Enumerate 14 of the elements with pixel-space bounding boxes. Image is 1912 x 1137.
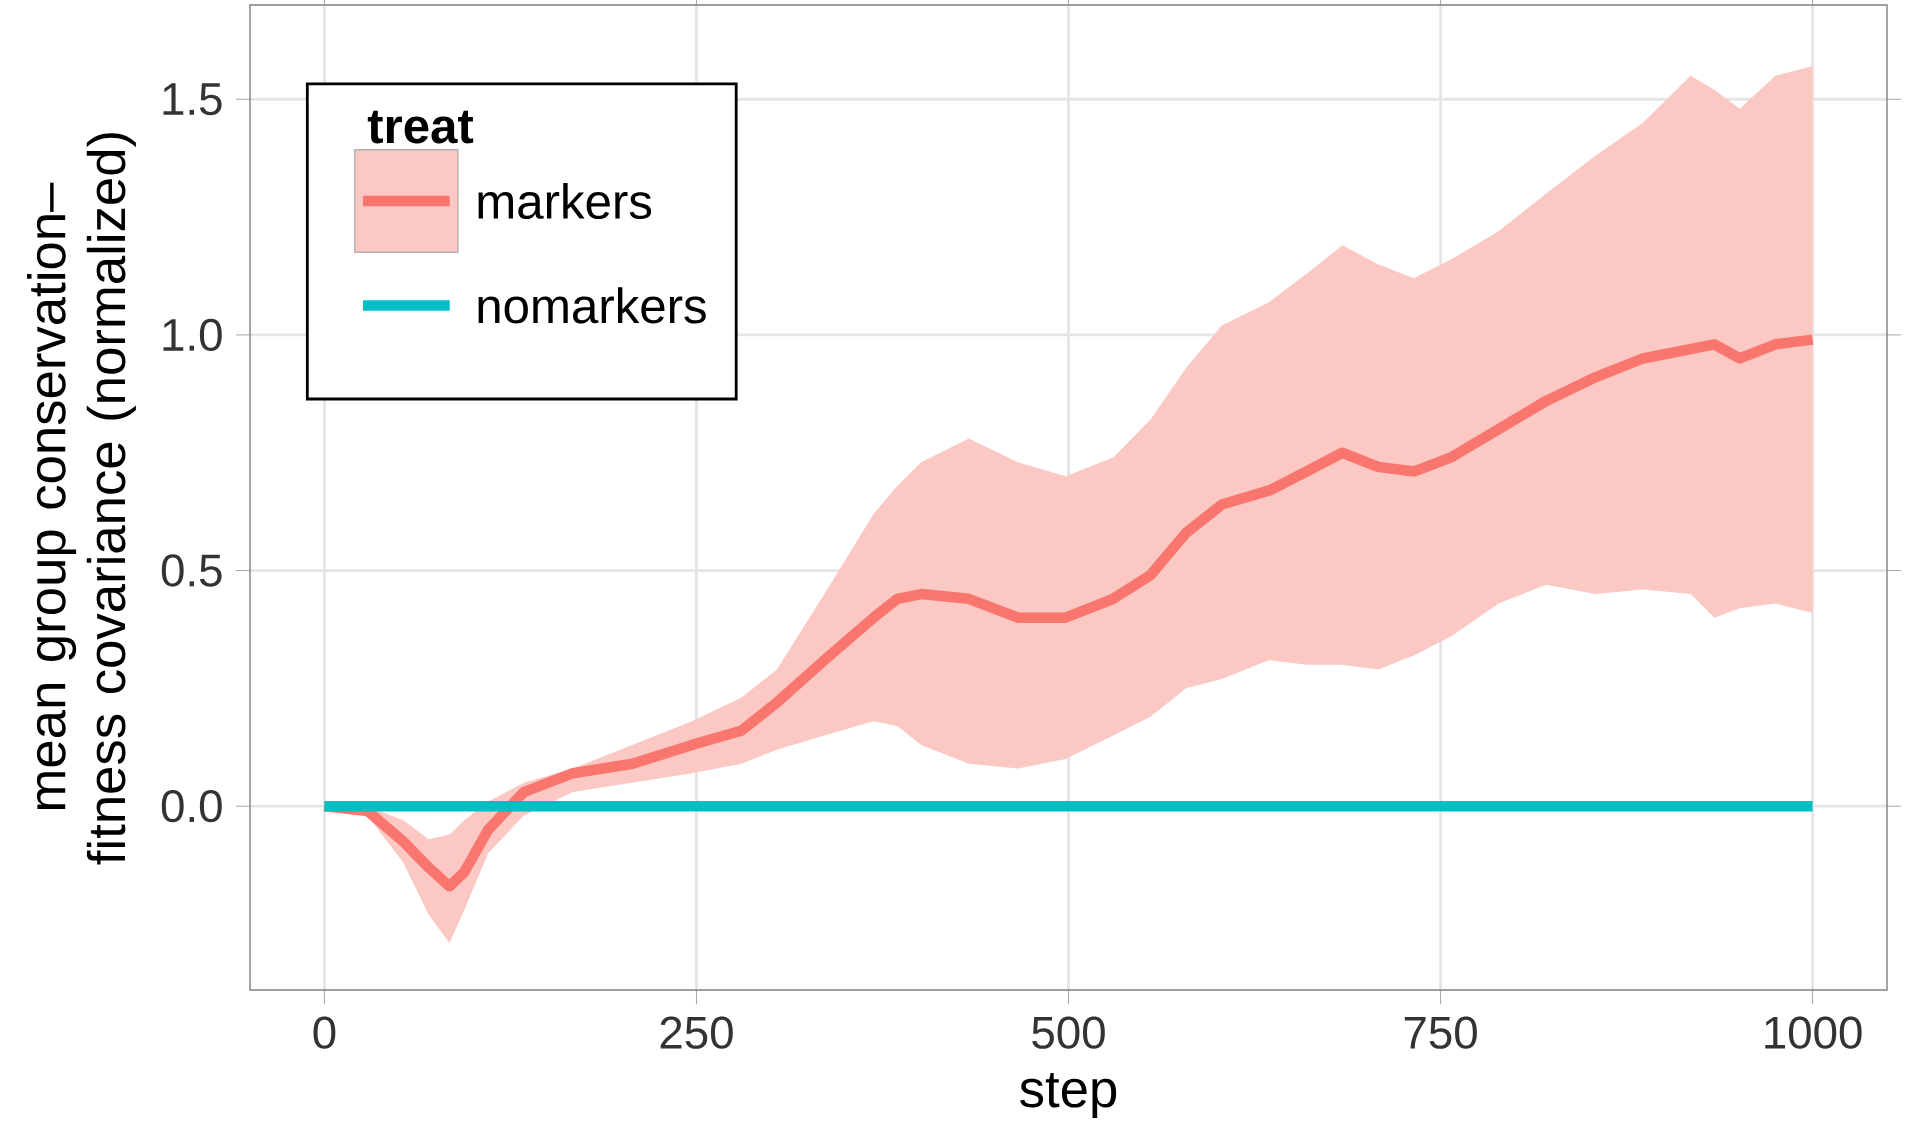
- y-tick-label: 1.5: [163, 83, 222, 116]
- y-tick-label: 0.0: [161, 790, 222, 823]
- x-tick-label: 250: [660, 1016, 733, 1049]
- y-axis-title: mean group conservation–fitness covariance (normalized): [27, 133, 136, 865]
- legend-title: treat: [367, 110, 474, 144]
- x-axis-title: step: [1020, 1072, 1117, 1118]
- y-tick-label: 0.5: [161, 554, 222, 587]
- x-tick-label: 0: [313, 1016, 336, 1049]
- legend-label: nomarkers: [478, 287, 706, 324]
- y-tick-label: 1.0: [163, 318, 222, 352]
- legend-label: markers: [478, 182, 652, 220]
- x-tick-label: 1000: [1765, 1016, 1862, 1049]
- x-tick-label: 500: [1032, 1016, 1105, 1049]
- x-tick-label: 750: [1404, 1016, 1477, 1049]
